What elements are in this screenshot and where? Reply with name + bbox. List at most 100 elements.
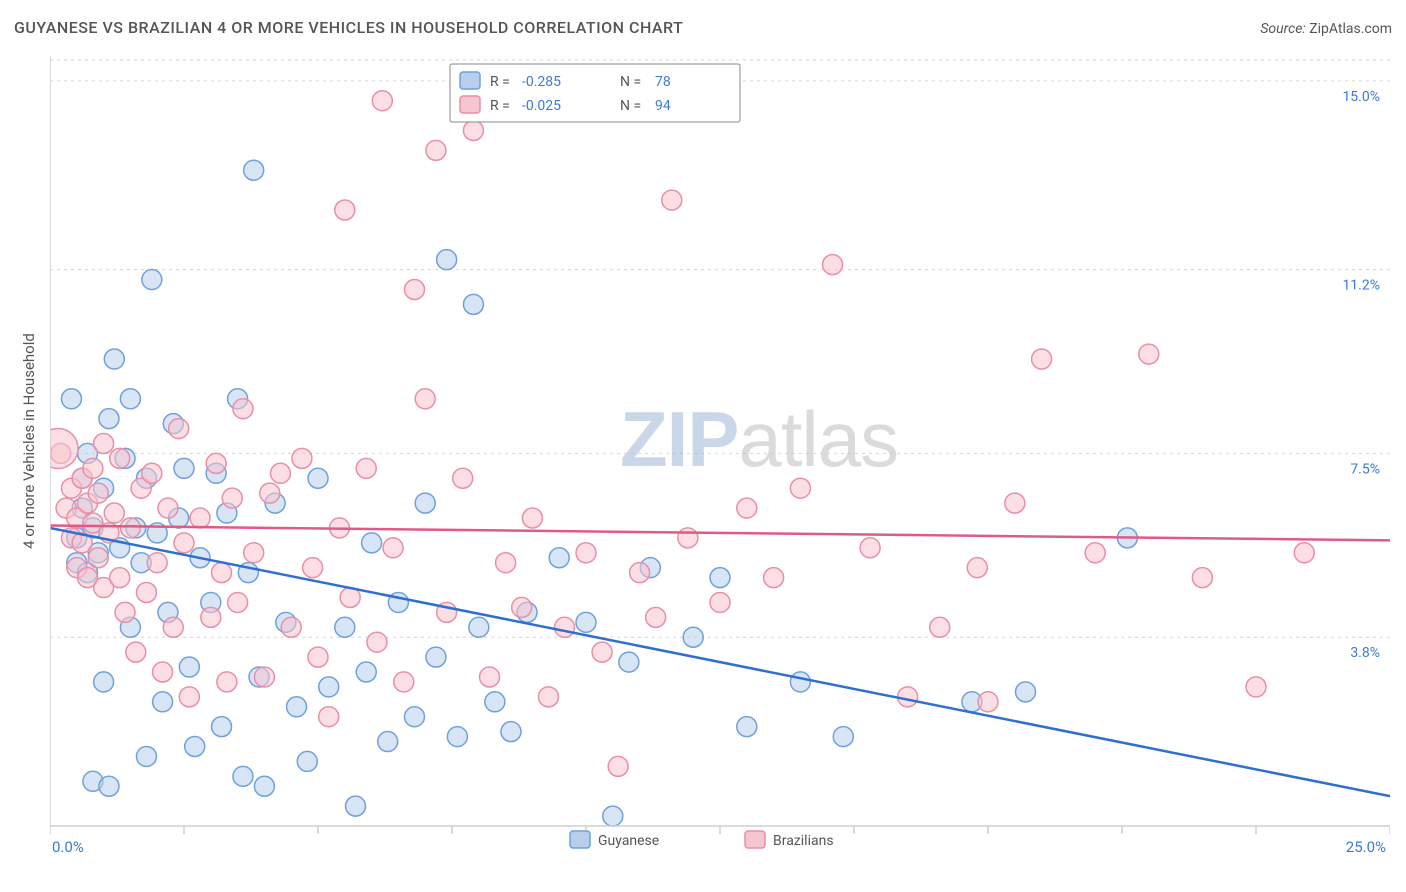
point-guyanese	[501, 722, 521, 742]
watermark: ZIPatlas	[620, 395, 898, 483]
point-brazilians	[1246, 677, 1266, 697]
chart-svg: 3.8%7.5%11.2%15.0%ZIPatlas0.0%25.0%Guyan…	[50, 56, 1390, 876]
point-brazilians	[104, 503, 124, 523]
point-guyanese	[185, 737, 205, 757]
source-link[interactable]: ZipAtlas.com	[1309, 21, 1392, 37]
point-brazilians	[463, 121, 483, 141]
point-guyanese	[254, 776, 274, 796]
point-brazilians	[233, 399, 253, 419]
point-brazilians	[228, 592, 248, 612]
point-guyanese	[136, 746, 156, 766]
point-brazilians	[555, 617, 575, 637]
point-guyanese	[335, 617, 355, 637]
point-brazilians	[163, 617, 183, 637]
point-brazilians	[88, 548, 108, 568]
point-guyanese	[619, 652, 639, 672]
point-brazilians	[1294, 543, 1314, 563]
point-guyanese	[244, 160, 264, 180]
point-guyanese	[404, 707, 424, 727]
svg-text:R =: R =	[490, 74, 510, 90]
point-guyanese	[346, 796, 366, 816]
point-brazilians	[930, 617, 950, 637]
point-brazilians	[292, 448, 312, 468]
point-brazilians	[978, 692, 998, 712]
plot-area: 3.8%7.5%11.2%15.0%ZIPatlas0.0%25.0%Guyan…	[50, 56, 1390, 826]
point-brazilians	[136, 583, 156, 603]
point-guyanese	[469, 617, 489, 637]
point-brazilians	[710, 592, 730, 612]
legend-swatch	[570, 831, 590, 848]
point-guyanese	[737, 717, 757, 737]
point-brazilians	[404, 279, 424, 299]
point-brazilians	[120, 518, 140, 538]
point-guyanese	[287, 697, 307, 717]
point-brazilians	[790, 478, 810, 498]
point-guyanese	[549, 548, 569, 568]
point-brazilians	[898, 687, 918, 707]
point-brazilians	[244, 543, 264, 563]
legend-label: Guyanese	[598, 833, 659, 849]
point-brazilians	[1085, 543, 1105, 563]
point-brazilians	[212, 563, 232, 583]
y-axis-title: 4 or more Vehicles in Household	[14, 56, 44, 826]
point-brazilians	[426, 140, 446, 160]
legend-n-value: 94	[655, 98, 671, 114]
point-brazilians	[174, 533, 194, 553]
point-brazilians	[823, 255, 843, 275]
point-brazilians	[356, 458, 376, 478]
point-guyanese	[120, 389, 140, 409]
x-origin-label: 0.0%	[52, 838, 84, 856]
point-brazilians	[88, 483, 108, 503]
point-brazilians	[169, 419, 189, 439]
point-brazilians	[512, 597, 532, 617]
point-brazilians	[453, 468, 473, 488]
point-guyanese	[61, 389, 81, 409]
point-brazilians	[496, 553, 516, 573]
y-tick-label: 11.2%	[1342, 278, 1380, 294]
point-brazilians	[608, 756, 628, 776]
point-brazilians	[83, 458, 103, 478]
point-brazilians	[764, 568, 784, 588]
point-brazilians	[270, 463, 290, 483]
legend-r-value: -0.025	[522, 98, 561, 114]
point-brazilians	[254, 667, 274, 687]
point-brazilians	[522, 508, 542, 528]
point-brazilians	[179, 687, 199, 707]
point-guyanese	[833, 727, 853, 747]
point-brazilians	[576, 543, 596, 563]
point-guyanese	[179, 657, 199, 677]
legend-label: Brazilians	[773, 833, 834, 849]
point-guyanese	[94, 672, 114, 692]
y-tick-label: 7.5%	[1350, 461, 1380, 477]
point-brazilians	[303, 558, 323, 578]
point-brazilians	[308, 647, 328, 667]
point-guyanese	[153, 692, 173, 712]
point-guyanese	[603, 806, 623, 826]
point-guyanese	[233, 766, 253, 786]
svg-text:N =: N =	[620, 74, 641, 90]
point-guyanese	[447, 727, 467, 747]
point-guyanese	[99, 776, 119, 796]
point-brazilians	[967, 558, 987, 578]
point-guyanese	[356, 662, 376, 682]
point-brazilians	[94, 433, 114, 453]
legend-swatch	[745, 831, 765, 848]
point-guyanese	[378, 732, 398, 752]
point-brazilians	[646, 607, 666, 627]
point-brazilians	[115, 602, 135, 622]
point-brazilians	[678, 528, 698, 548]
legend-n-value: 78	[655, 74, 671, 90]
point-brazilians	[201, 607, 221, 627]
point-brazilians	[126, 642, 146, 662]
point-guyanese	[790, 672, 810, 692]
point-brazilians	[147, 553, 167, 573]
x-max-label: 25.0%	[1346, 838, 1386, 856]
svg-text:R =: R =	[490, 98, 510, 114]
header-row: GUYANESE VS BRAZILIAN 4 OR MORE VEHICLES…	[14, 18, 1392, 37]
point-guyanese	[362, 533, 382, 553]
point-brazilians	[480, 667, 500, 687]
point-brazilians	[1192, 568, 1212, 588]
point-brazilians	[383, 538, 403, 558]
source-label: Source: ZipAtlas.com	[1260, 21, 1392, 37]
point-brazilians	[737, 498, 757, 518]
